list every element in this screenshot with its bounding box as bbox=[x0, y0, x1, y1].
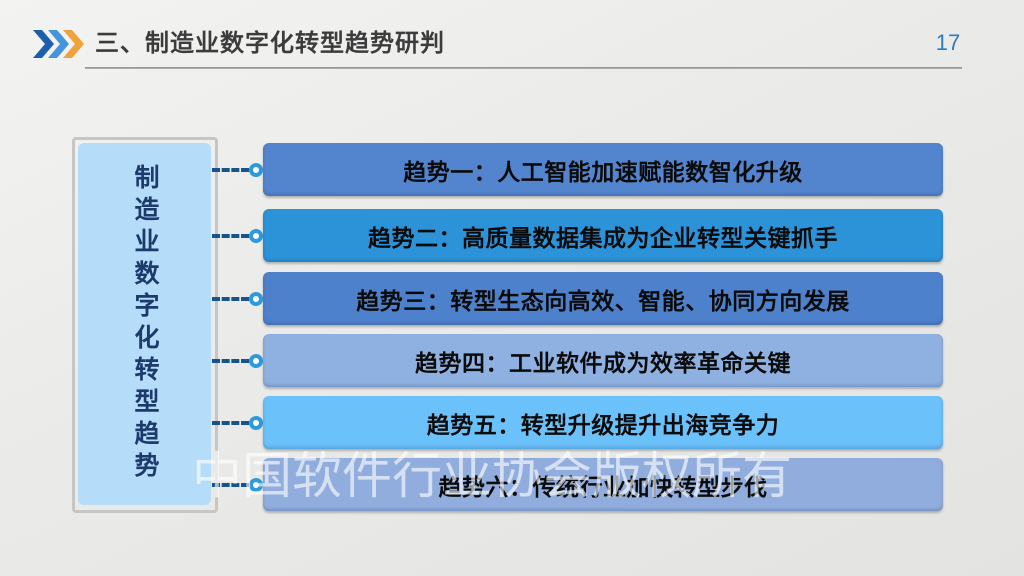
connector-line bbox=[212, 359, 249, 363]
connector-line bbox=[212, 168, 249, 172]
chevrons-icon bbox=[33, 30, 84, 58]
left-panel: 制造业数字化转型趋势 bbox=[78, 143, 211, 505]
chevron-1 bbox=[33, 30, 54, 58]
trend-bar-1: 趋势一：人工智能加速赋能数智化升级 bbox=[263, 143, 943, 196]
connector-line bbox=[212, 483, 249, 487]
trend-row: 趋势四：工业软件成为效率革命关键 bbox=[211, 334, 943, 387]
connector-ring-icon bbox=[249, 163, 263, 177]
trend-bar-5: 趋势五：转型升级提升出海竞争力 bbox=[263, 396, 943, 449]
connector-ring-icon bbox=[249, 416, 263, 430]
chevron-2 bbox=[48, 30, 69, 58]
trend-bar-4: 趋势四：工业软件成为效率革命关键 bbox=[263, 334, 943, 387]
header-underline bbox=[85, 67, 962, 69]
connector-ring-icon bbox=[249, 292, 263, 306]
connector-line bbox=[212, 297, 249, 301]
trend-row: 趋势五：转型升级提升出海竞争力 bbox=[211, 396, 943, 449]
trend-label: 趋势一：人工智能加速赋能数智化升级 bbox=[403, 158, 803, 185]
connector-ring-icon bbox=[249, 354, 263, 368]
trend-label: 趋势五：转型升级提升出海竞争力 bbox=[426, 411, 780, 438]
trend-bar-2: 趋势二：高质量数据集成为企业转型关键抓手 bbox=[263, 209, 943, 262]
trend-label: 趋势六：传统行业加快转型步伐 bbox=[438, 473, 768, 500]
trend-row: 趋势三：转型生态向高效、智能、协同方向发展 bbox=[211, 272, 943, 325]
trend-label: 趋势四：工业软件成为效率革命关键 bbox=[415, 349, 791, 376]
trend-bar-3: 趋势三：转型生态向高效、智能、协同方向发展 bbox=[263, 272, 943, 325]
trend-row: 趋势二：高质量数据集成为企业转型关键抓手 bbox=[211, 209, 943, 262]
trend-bar-6: 趋势六：传统行业加快转型步伐 bbox=[263, 458, 943, 511]
page-number: 17 bbox=[935, 30, 961, 55]
trend-row: 趋势一：人工智能加速赋能数智化升级 bbox=[211, 143, 943, 196]
page-title: 三、制造业数字化转型趋势研判 bbox=[95, 30, 445, 57]
left-panel-vertical-title: 制造业数字化转型趋势 bbox=[131, 164, 159, 484]
connector-line bbox=[212, 234, 249, 238]
connector-ring-icon bbox=[249, 229, 263, 243]
trend-row: 趋势六：传统行业加快转型步伐 bbox=[211, 458, 943, 511]
connector-ring-icon bbox=[249, 478, 263, 492]
left-panel-frame bbox=[72, 137, 218, 513]
connector-line bbox=[212, 421, 249, 425]
trend-label: 趋势三：转型生态向高效、智能、协同方向发展 bbox=[356, 287, 850, 314]
chevron-3 bbox=[63, 30, 84, 58]
trend-label: 趋势二：高质量数据集成为企业转型关键抓手 bbox=[368, 224, 838, 251]
